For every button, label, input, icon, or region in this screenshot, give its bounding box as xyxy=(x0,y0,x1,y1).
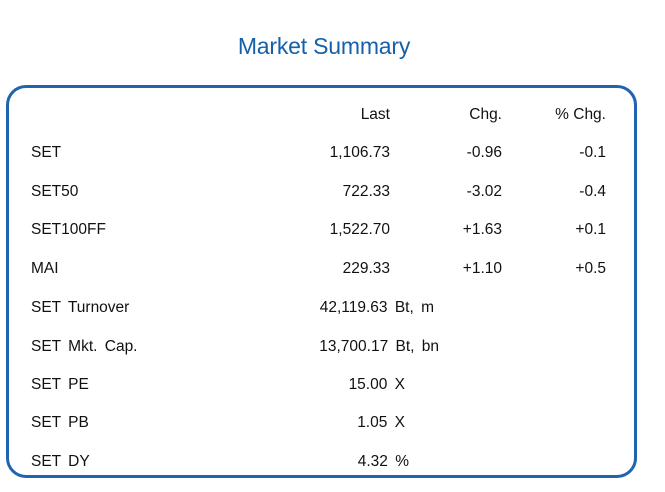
header-last: Last xyxy=(360,106,390,123)
stat-value: 15.00 X xyxy=(348,376,405,393)
index-chg: +1.10 xyxy=(462,260,502,277)
index-name: SET50 xyxy=(31,183,79,200)
index-name: MAI xyxy=(31,260,59,277)
index-row: SET 1,106.73 -0.96 -0.1 xyxy=(0,142,665,164)
index-row: SET50 722.33 -3.02 -0.4 xyxy=(0,181,665,203)
summary-panel xyxy=(6,85,637,478)
stat-value: 4.32 % xyxy=(357,453,409,470)
index-row: SET100FF 1,522.70 +1.63 +0.1 xyxy=(0,219,665,241)
index-last: 1,106.73 xyxy=(329,144,390,161)
stat-name: SET Turnover xyxy=(31,299,130,316)
index-chg: +1.63 xyxy=(462,221,502,238)
stat-row: SET PE 15.00 X xyxy=(0,374,665,396)
stat-row: SET PB 1.05 X xyxy=(0,412,665,434)
stat-name: SET PE xyxy=(31,376,89,393)
stat-name: SET Mkt. Cap. xyxy=(31,338,138,355)
index-chg: -0.96 xyxy=(466,144,502,161)
stat-value: 1.05 X xyxy=(357,414,405,431)
stat-row: SET Mkt. Cap. 13,700.17 Bt, bn xyxy=(0,336,665,358)
index-last: 1,522.70 xyxy=(329,221,390,238)
header-row: Last Chg. % Chg. xyxy=(0,104,665,126)
page-title: Market Summary xyxy=(237,33,411,59)
index-pct-chg: -0.1 xyxy=(579,144,606,161)
stat-value: 13,700.17 Bt, bn xyxy=(319,338,439,355)
header-pct-chg: % Chg. xyxy=(555,106,606,123)
stat-row: SET DY 4.32 % xyxy=(0,451,665,473)
stat-value: 42,119.63 Bt, m xyxy=(319,299,434,316)
index-pct-chg: +0.5 xyxy=(575,260,606,277)
index-last: 229.33 xyxy=(342,260,390,277)
stat-row: SET Turnover 42,119.63 Bt, m xyxy=(0,297,665,319)
index-pct-chg: -0.4 xyxy=(579,183,606,200)
stat-name: SET PB xyxy=(31,414,89,431)
index-name: SET xyxy=(31,144,62,161)
index-name: SET100FF xyxy=(31,221,106,238)
stat-name: SET DY xyxy=(31,453,90,470)
index-chg: -3.02 xyxy=(466,183,502,200)
index-pct-chg: +0.1 xyxy=(575,221,606,238)
header-chg: Chg. xyxy=(469,106,502,123)
index-last: 722.33 xyxy=(342,183,390,200)
index-row: MAI 229.33 +1.10 +0.5 xyxy=(0,258,665,280)
